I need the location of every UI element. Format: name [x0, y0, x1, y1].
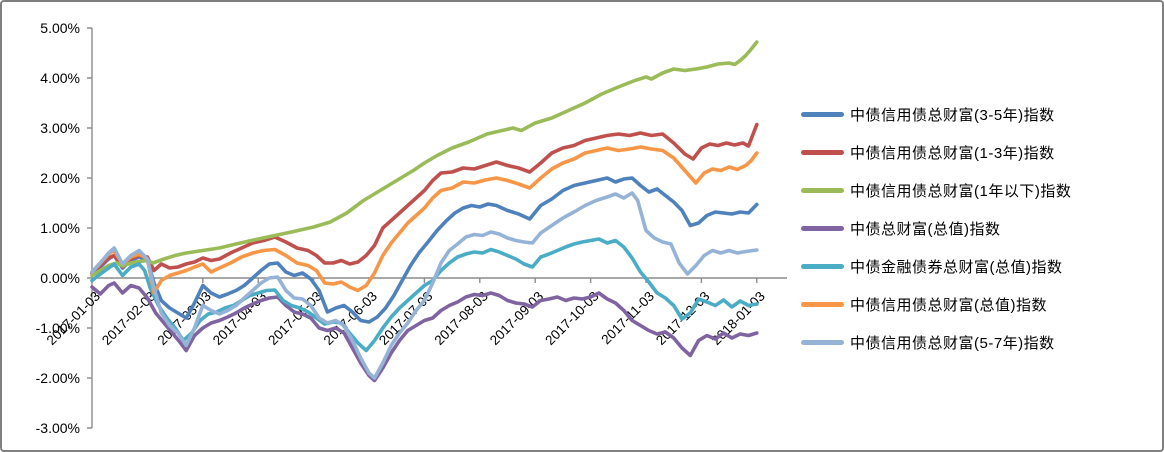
legend-item-4: 中债金融债券总财富(总值)指数 [801, 247, 1071, 285]
legend-item-6: 中债信用债总财富(5-7年)指数 [801, 323, 1071, 361]
x-tick-label: 2017-09-03 [487, 289, 546, 348]
legend-label: 中债信用债总财富(1-3年)指数 [850, 144, 1055, 162]
y-tick-label: 1.00% [40, 220, 80, 236]
legend-line-marker [801, 187, 844, 193]
legend-line-marker [801, 339, 844, 345]
y-tick-label: 4.00% [40, 70, 80, 86]
legend-item-2: 中债信用债总财富(1年以下)指数 [801, 171, 1071, 209]
legend-label: 中债金融债券总财富(总值)指数 [850, 258, 1063, 276]
y-tick-label: 3.00% [40, 120, 80, 136]
series-line-6 [90, 191, 759, 380]
series-line-2 [90, 40, 759, 278]
y-tick-label: -2.00% [36, 370, 80, 386]
x-tick-label: 2017-02-03 [99, 289, 158, 348]
series-line-0 [90, 176, 759, 324]
series-line-3 [90, 281, 759, 383]
y-tick-label: -1.00% [36, 320, 80, 336]
y-tick-label: 2.00% [40, 170, 80, 186]
legend-line-marker [801, 149, 844, 155]
y-tick-label: 5.00% [40, 20, 80, 36]
legend-label: 中债信用债总财富(总值)指数 [850, 296, 1047, 314]
series-line-5 [90, 145, 759, 295]
legend: 中债信用债总财富(3-5年)指数 中债信用债总财富(1-3年)指数 中债信用债总财富… [801, 95, 1071, 361]
x-tick-label: 2017-01-03 [44, 289, 103, 348]
legend-item-1: 中债信用债总财富(1-3年)指数 [801, 133, 1071, 171]
legend-item-3: 中债总财富(总值)指数 [801, 209, 1071, 247]
legend-label: 中债信用债总财富(5-7年)指数 [850, 334, 1055, 352]
legend-line-marker [801, 225, 844, 231]
legend-label: 中债信用债总财富(1年以下)指数 [850, 182, 1072, 200]
y-tick-label: -3.00% [36, 420, 80, 436]
x-tick-label: 2017-08-03 [431, 289, 490, 348]
legend-line-marker [801, 263, 844, 269]
series-line-1 [90, 122, 759, 275]
legend-label: 中债信用债总财富(3-5年)指数 [850, 106, 1055, 124]
legend-label: 中债总财富(总值)指数 [850, 220, 1001, 238]
legend-item-0: 中债信用债总财富(3-5年)指数 [801, 95, 1071, 133]
legend-line-marker [801, 301, 844, 307]
legend-line-marker [801, 111, 844, 117]
legend-item-5: 中债信用债总财富(总值)指数 [801, 285, 1071, 323]
y-tick-label: 0.00% [40, 270, 80, 286]
